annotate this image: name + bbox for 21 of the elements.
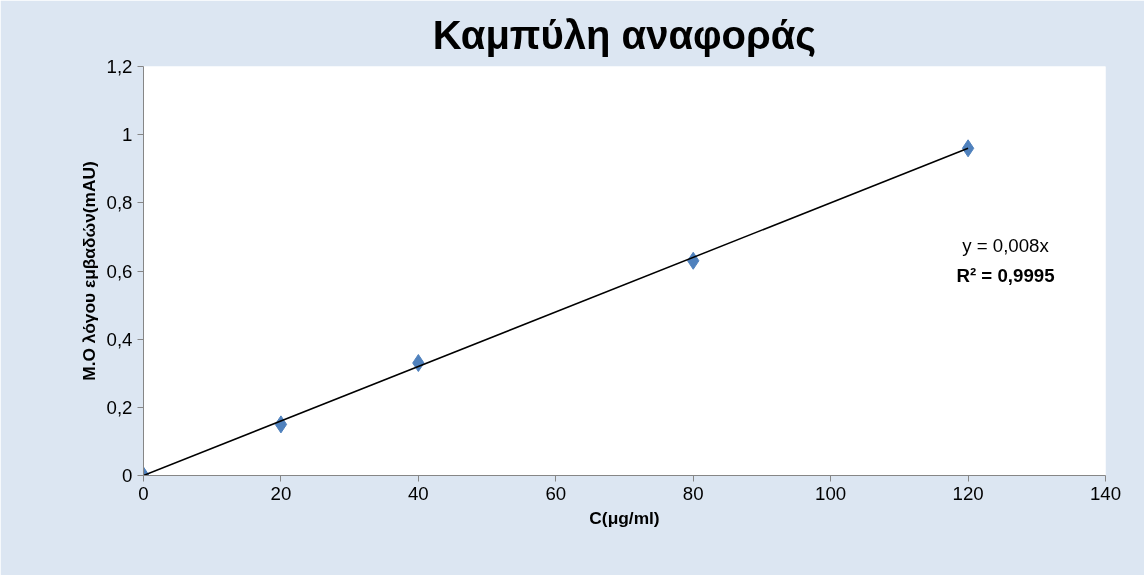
y-axis-title: Μ.Ο λόγου εμβαδών(mAU) (78, 161, 99, 381)
x-tick-label: 120 (952, 482, 984, 504)
x-tick-label: 40 (407, 482, 429, 504)
chart-title: Καμπύλη αναφοράς (432, 12, 817, 58)
annotation: R² = 0,9995 (956, 264, 1055, 286)
x-tick-label: 60 (545, 482, 567, 504)
x-tick-label: 20 (270, 482, 292, 504)
y-tick-label: 0,2 (106, 396, 133, 418)
y-tick-label: 1 (122, 124, 133, 146)
x-tick-label: 80 (682, 482, 704, 504)
annotation: y = 0,008x (962, 234, 1050, 256)
y-tick-label: 0 (122, 465, 133, 486)
point (961, 139, 975, 158)
y-tick-label: 1,2 (106, 56, 133, 77)
x-tick-label: 100 (815, 482, 847, 504)
y-tick-label: 0,8 (106, 192, 133, 214)
x-tick-label: 140 (1089, 482, 1122, 504)
x-tick-label: 0 (138, 482, 149, 504)
y-tick-label: 0,6 (106, 260, 133, 282)
x-axis-title: C(μg/ml) (589, 507, 660, 528)
y-tick-label: 0,4 (106, 328, 133, 350)
